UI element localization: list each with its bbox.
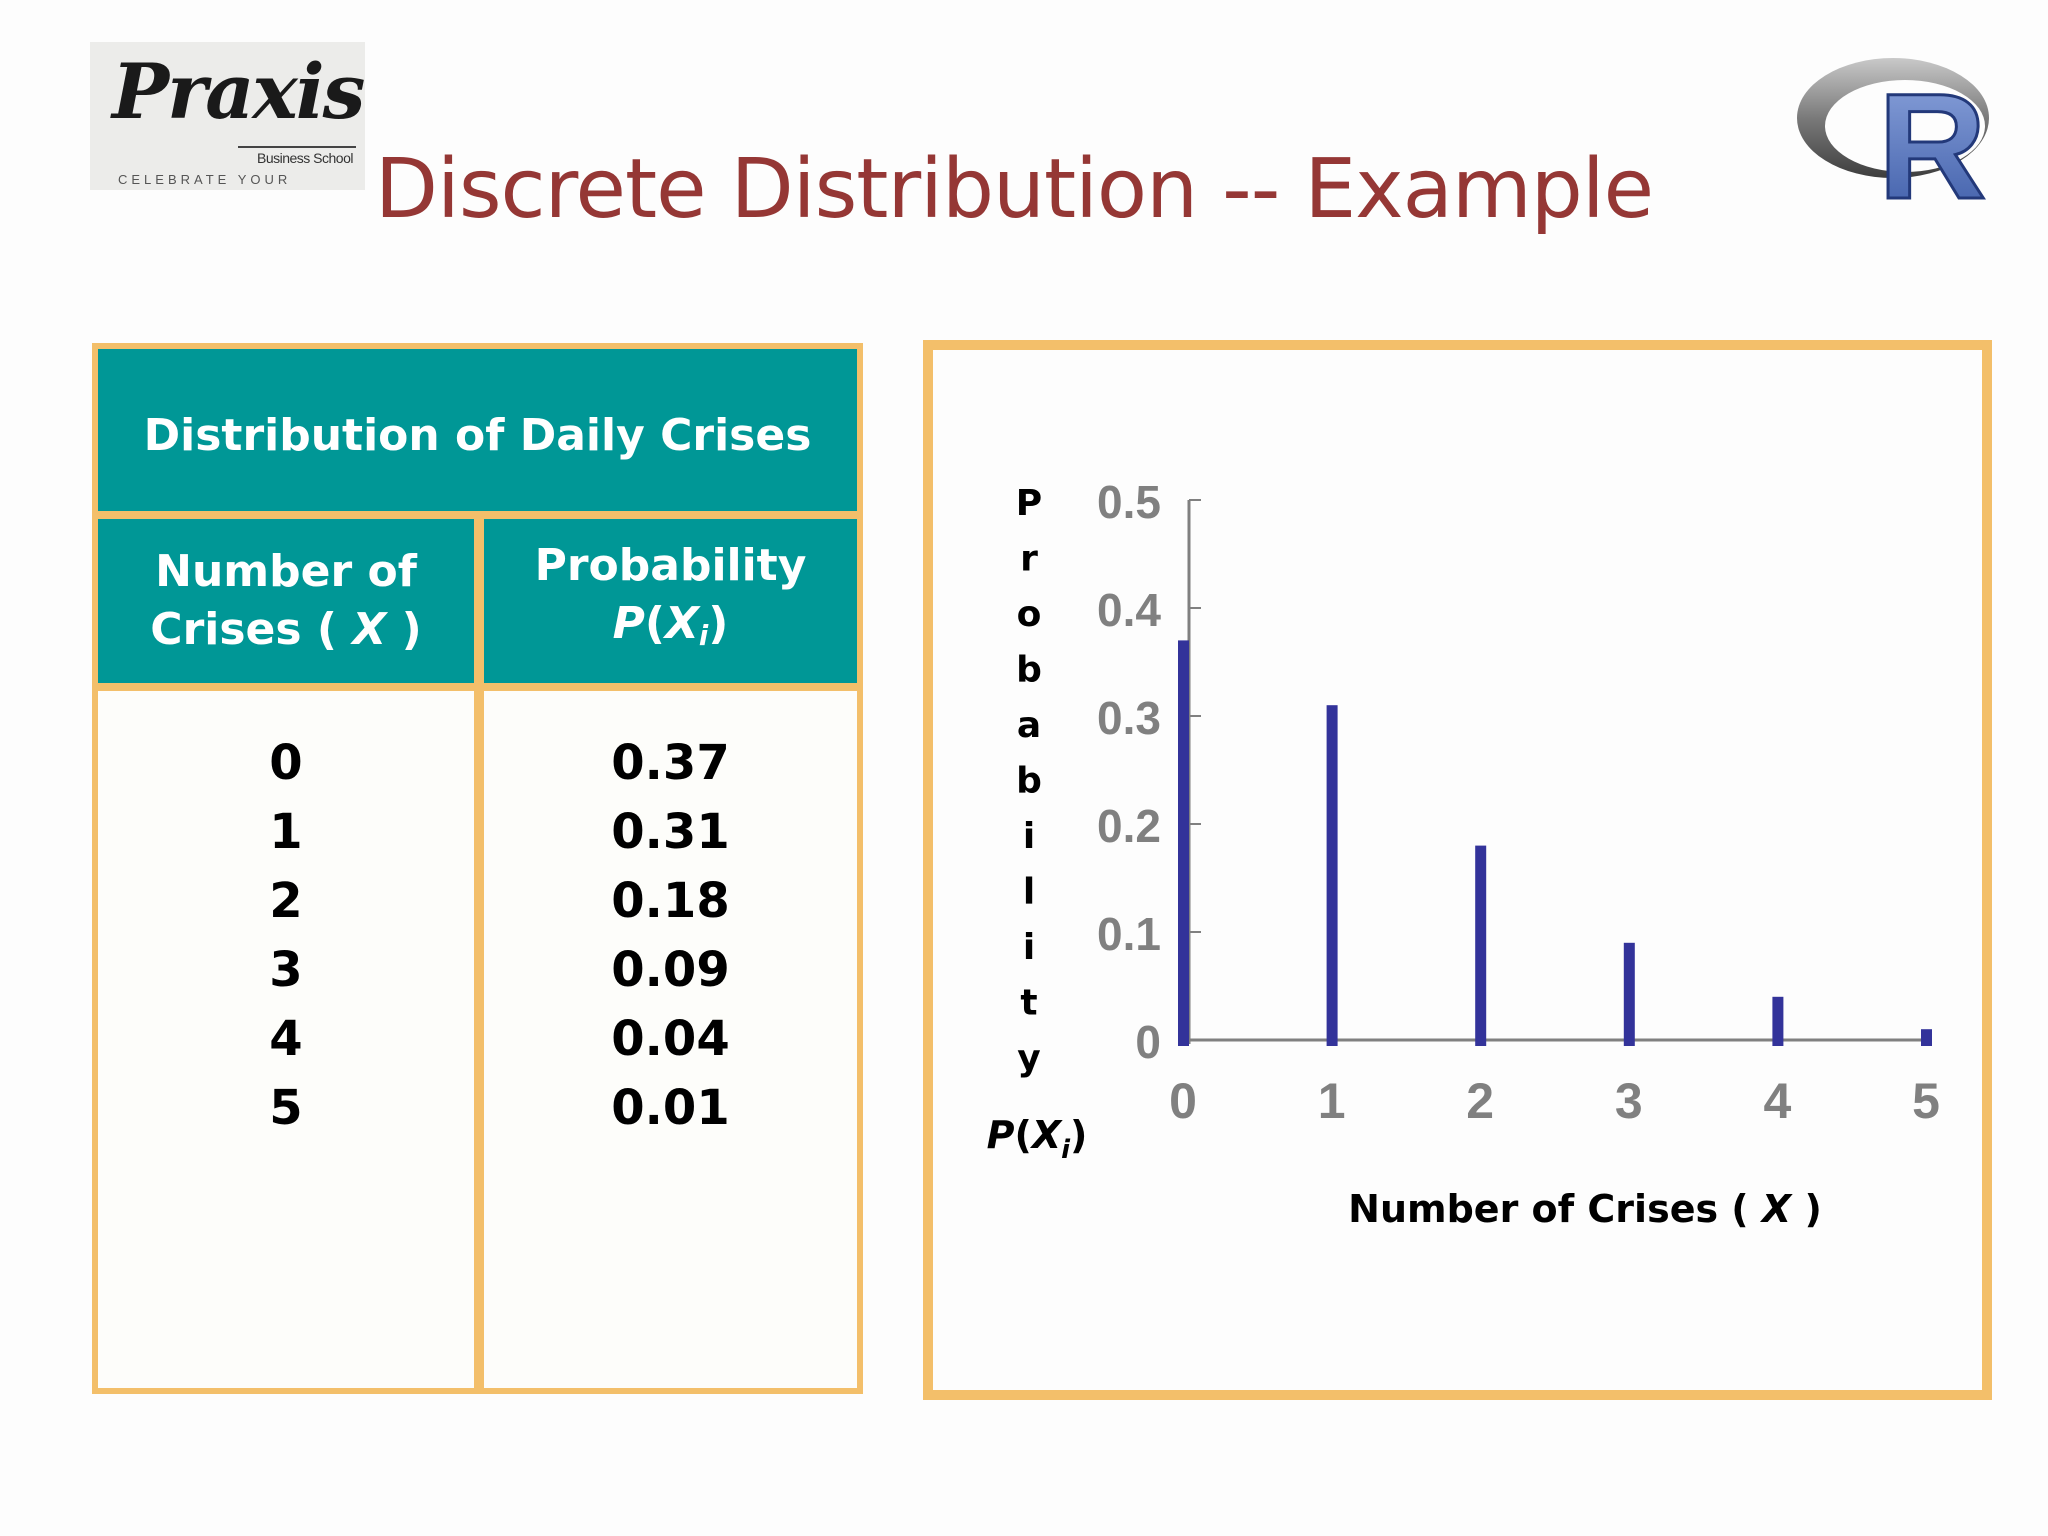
x-tick-label: 0 <box>1169 1073 1197 1129</box>
column-header-probability-x: X <box>664 597 699 649</box>
table-cell-p: 0.18 <box>611 873 730 929</box>
column-header-number-var: X <box>352 604 387 655</box>
r-logo-letter: R <box>1878 62 1986 210</box>
y-tick-label: 0.3 <box>1097 692 1161 744</box>
logo-rule <box>238 146 356 148</box>
logo-subtitle: Business School <box>256 150 354 166</box>
column-header-probability-line2: P(Xi) <box>484 595 857 666</box>
bar <box>1921 1029 1932 1046</box>
table-cell-x: 0 <box>269 735 303 791</box>
column-header-number-line1: Number of <box>155 546 417 597</box>
table-column-divider <box>474 519 484 1388</box>
y-tick-label: 0.2 <box>1097 800 1161 852</box>
y-axis-label-letter: y <box>1017 1038 1040 1079</box>
column-header-probability-sub: i <box>698 620 709 652</box>
y-axis-label-letter: o <box>1017 594 1042 635</box>
table-cell-x: 4 <box>269 1011 303 1067</box>
column-header-number-suffix: ) <box>386 604 422 655</box>
column-header-number-prefix: Crises ( <box>150 604 353 655</box>
table-header-divider <box>98 511 857 519</box>
y-axis-label-letter: i <box>1023 927 1035 968</box>
column-header-number: Number of Crises ( X ) <box>98 519 474 683</box>
column-header-number-line2: Crises ( X ) <box>98 601 474 659</box>
y-tick-label: 0.1 <box>1097 908 1161 960</box>
x-tick-label: 1 <box>1318 1073 1346 1129</box>
table-cell-x: 5 <box>269 1080 303 1136</box>
column-header-probability-open: ( <box>644 597 665 649</box>
y-axis-label-letter: r <box>1020 539 1038 580</box>
x-tick-label: 4 <box>1763 1073 1791 1129</box>
y-axis-label-letter: l <box>1023 872 1035 913</box>
y-axis-label-letter: i <box>1023 816 1035 857</box>
column-header-probability-line1: Probability <box>534 539 807 591</box>
bar <box>1326 705 1338 1046</box>
page-title: Discrete Distribution -- Example <box>374 142 1654 237</box>
table-cell-p: 0.37 <box>611 735 730 791</box>
x-tick-label: 2 <box>1466 1073 1494 1129</box>
bar <box>1623 942 1635 1046</box>
table-cell-p: 0.31 <box>611 804 730 860</box>
y-axis-label-letter: t <box>1020 983 1037 1024</box>
y-axis-label-letter: b <box>1016 761 1042 802</box>
column-header-probability-close: ) <box>708 597 729 649</box>
bar <box>1178 640 1189 1046</box>
r-logo-icon: R <box>1797 58 1989 210</box>
table-cell-p: 0.04 <box>611 1011 730 1067</box>
table-cell-p: 0.01 <box>611 1080 730 1136</box>
column-number-values: 0 1 2 3 4 5 <box>98 729 474 1143</box>
table-cell-x: 3 <box>269 942 303 998</box>
y-tick-label: 0.5 <box>1097 476 1161 528</box>
column-probability-values: 0.37 0.31 0.18 0.09 0.04 0.01 <box>484 729 857 1143</box>
column-header-probability-p: P <box>612 597 645 649</box>
praxis-logo: Praxis Business School CELEBRATE YOUR WO… <box>90 42 365 190</box>
bar <box>1475 845 1487 1046</box>
x-tick-label: 5 <box>1912 1073 1940 1129</box>
x-axis-label: Number of Crises ( X ) <box>1348 1187 1822 1231</box>
y-axis-label-letter: a <box>1017 705 1041 746</box>
y-axis-sublabel: P(Xi) <box>987 1113 1088 1165</box>
y-tick-label: 0.4 <box>1097 584 1161 636</box>
table-cell-p: 0.09 <box>611 942 730 998</box>
table-cell-x: 1 <box>269 804 303 860</box>
column-header-probability: Probability P(Xi) <box>484 519 857 683</box>
table-cell-x: 2 <box>269 873 303 929</box>
distribution-table: Distribution of Daily Crises Number of C… <box>92 343 863 1394</box>
x-tick-label: 3 <box>1615 1073 1643 1129</box>
table-header: Distribution of Daily Crises <box>98 349 857 511</box>
y-axis-label-letter: P <box>1016 483 1042 524</box>
logo-name: Praxis <box>112 47 365 136</box>
probability-bar-chart: 00.10.20.30.40.50 1 2 3 4 5ProbabilityP(Xi)Nu… <box>987 476 1940 1231</box>
y-axis-label-letter: b <box>1016 650 1042 691</box>
y-tick-label: 0 <box>1135 1016 1161 1068</box>
bar <box>1772 996 1784 1046</box>
logo-tagline: CELEBRATE YOUR WORTH <box>118 172 292 190</box>
